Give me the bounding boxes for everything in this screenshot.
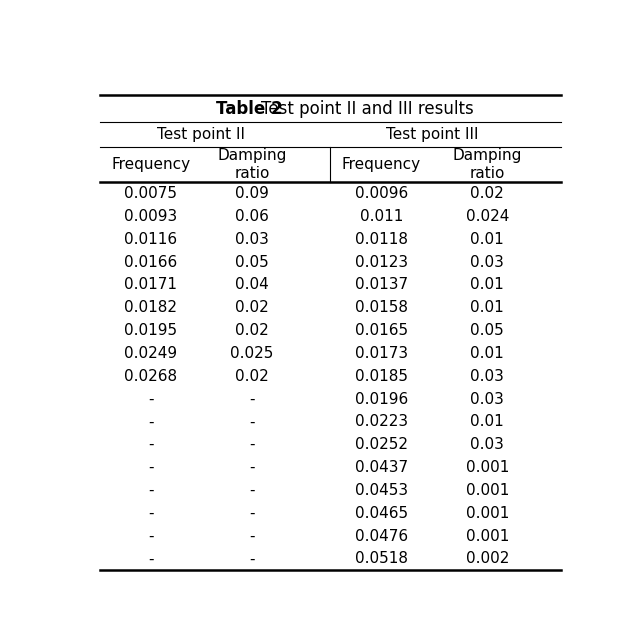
Text: 0.0518: 0.0518 [355,551,408,567]
Text: 0.06: 0.06 [235,209,269,224]
Text: 0.01: 0.01 [470,278,504,292]
Text: 0.0196: 0.0196 [355,392,408,406]
Text: 0.01: 0.01 [470,232,504,247]
Text: -: - [250,505,255,521]
Text: 0.0185: 0.0185 [355,369,408,384]
Text: Frequency: Frequency [342,157,420,172]
Text: -: - [148,483,154,498]
Text: 0.0118: 0.0118 [355,232,408,247]
Text: 0.001: 0.001 [466,505,509,521]
Text: 0.0437: 0.0437 [355,460,408,475]
Text: 0.0268: 0.0268 [124,369,177,384]
Text: 0.04: 0.04 [235,278,269,292]
Text: 0.0453: 0.0453 [355,483,408,498]
Text: 0.0173: 0.0173 [355,346,408,361]
Text: 0.0137: 0.0137 [355,278,408,292]
Text: -: - [148,505,154,521]
Text: -: - [250,529,255,543]
Text: -: - [250,437,255,452]
Text: 0.0075: 0.0075 [124,186,177,201]
Text: -: - [148,551,154,567]
Text: 0.03: 0.03 [470,254,504,269]
Text: Damping
ratio: Damping ratio [452,148,522,182]
Text: 0.001: 0.001 [466,529,509,543]
Text: -: - [148,460,154,475]
Text: 0.0116: 0.0116 [124,232,177,247]
Text: 0.03: 0.03 [470,369,504,384]
Text: 0.0195: 0.0195 [124,323,177,338]
Text: 0.0465: 0.0465 [355,505,408,521]
Text: 0.025: 0.025 [230,346,274,361]
Text: -: - [148,415,154,430]
Text: 0.05: 0.05 [235,254,269,269]
Text: -: - [148,437,154,452]
Text: -: - [148,392,154,406]
Text: 0.02: 0.02 [235,300,269,316]
Text: 0.0166: 0.0166 [124,254,177,269]
Text: -: - [148,529,154,543]
Text: -: - [250,392,255,406]
Text: Test point II and III results: Test point II and III results [261,100,474,117]
Text: 0.0249: 0.0249 [124,346,177,361]
Text: 0.05: 0.05 [470,323,504,338]
Text: 0.0165: 0.0165 [355,323,408,338]
Text: 0.0093: 0.0093 [124,209,177,224]
Text: 0.02: 0.02 [470,186,504,201]
Text: 0.01: 0.01 [470,415,504,430]
Text: 0.09: 0.09 [235,186,269,201]
Text: 0.002: 0.002 [466,551,509,567]
Text: Frequency: Frequency [111,157,190,172]
Text: Test point III: Test point III [386,127,478,142]
Text: 0.02: 0.02 [235,369,269,384]
Text: Test point II: Test point II [157,127,245,142]
Text: Table 2: Table 2 [216,100,283,117]
Text: 0.03: 0.03 [235,232,269,247]
Text: 0.0252: 0.0252 [355,437,408,452]
Text: 0.02: 0.02 [235,323,269,338]
Text: 0.0223: 0.0223 [355,415,408,430]
Text: 0.03: 0.03 [470,437,504,452]
Text: 0.01: 0.01 [470,346,504,361]
Text: 0.001: 0.001 [466,483,509,498]
Text: 0.0171: 0.0171 [124,278,177,292]
Text: -: - [250,551,255,567]
Text: 0.0182: 0.0182 [124,300,177,316]
Text: 0.024: 0.024 [466,209,509,224]
Text: 0.01: 0.01 [470,300,504,316]
Text: 0.011: 0.011 [360,209,403,224]
Text: -: - [250,483,255,498]
Text: 0.0476: 0.0476 [355,529,408,543]
Text: -: - [250,460,255,475]
Text: 0.0123: 0.0123 [355,254,408,269]
Text: 0.0158: 0.0158 [355,300,408,316]
Text: 0.0096: 0.0096 [355,186,408,201]
Text: 0.03: 0.03 [470,392,504,406]
Text: 0.001: 0.001 [466,460,509,475]
Text: -: - [250,415,255,430]
Text: Damping
ratio: Damping ratio [218,148,287,182]
